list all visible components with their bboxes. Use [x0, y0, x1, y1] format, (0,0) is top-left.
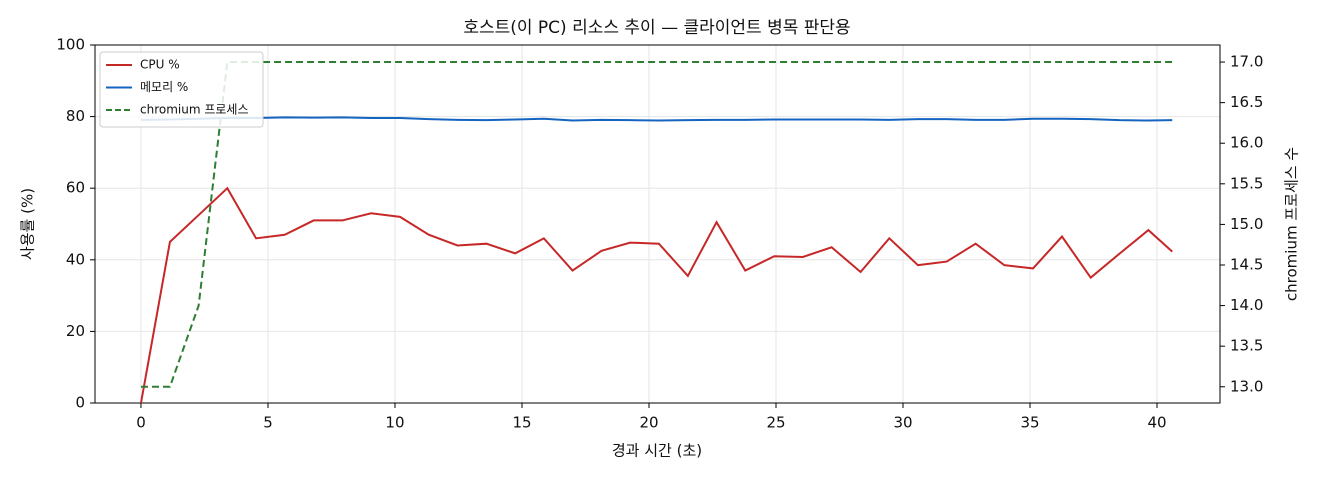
y2-tick-label: 14.5 [1230, 255, 1263, 273]
y-tick-label: 60 [66, 179, 85, 197]
x-tick-label: 25 [766, 414, 785, 432]
x-tick-label: 0 [136, 414, 146, 432]
legend-box [99, 51, 264, 128]
legend: CPU % 메모리 % chromium 프로세스 [99, 51, 264, 128]
y2-tick-label: 14.0 [1230, 296, 1263, 314]
chart-title: 호스트(이 PC) 리소스 추이 — 클라이언트 병목 판단용 [463, 18, 850, 38]
x-tick-label: 15 [512, 414, 531, 432]
y-tick-label: 100 [56, 36, 85, 54]
y-tick-label: 40 [66, 250, 85, 268]
y2-tick-label: 16.5 [1230, 93, 1263, 111]
y-axis-label: 사용률 (%) [19, 188, 37, 260]
y-tick-label: 80 [66, 107, 85, 125]
y2-tick-label: 13.5 [1230, 337, 1263, 355]
y2-tick-label: 15.0 [1230, 215, 1263, 233]
x-tick-label: 5 [263, 414, 273, 432]
legend-label: 메모리 % [140, 80, 188, 94]
y2-axis-label: chromium 프로세스 수 [1283, 147, 1301, 301]
plot-frame [94, 44, 1221, 404]
legend-label: CPU % [140, 58, 180, 72]
x-tick-label: 30 [893, 414, 912, 432]
x-tick-label: 20 [639, 414, 658, 432]
y-tick-label: 0 [75, 394, 85, 412]
x-tick-label: 10 [385, 414, 404, 432]
legend-label: chromium 프로세스 [140, 103, 249, 117]
series-line [139, 186, 1173, 404]
series-line [140, 116, 1173, 122]
y2-tick-label: 16.0 [1230, 134, 1263, 152]
y-tick-label: 20 [66, 322, 85, 340]
x-tick-label: 40 [1147, 414, 1166, 432]
x-axis-label: 경과 시간 (초) [612, 442, 702, 460]
y2-tick-label: 17.0 [1230, 53, 1263, 71]
series-line [140, 61, 1173, 388]
y2-tick-label: 13.0 [1230, 377, 1263, 395]
x-tick-label: 35 [1020, 414, 1039, 432]
y2-tick-label: 15.5 [1230, 174, 1263, 192]
